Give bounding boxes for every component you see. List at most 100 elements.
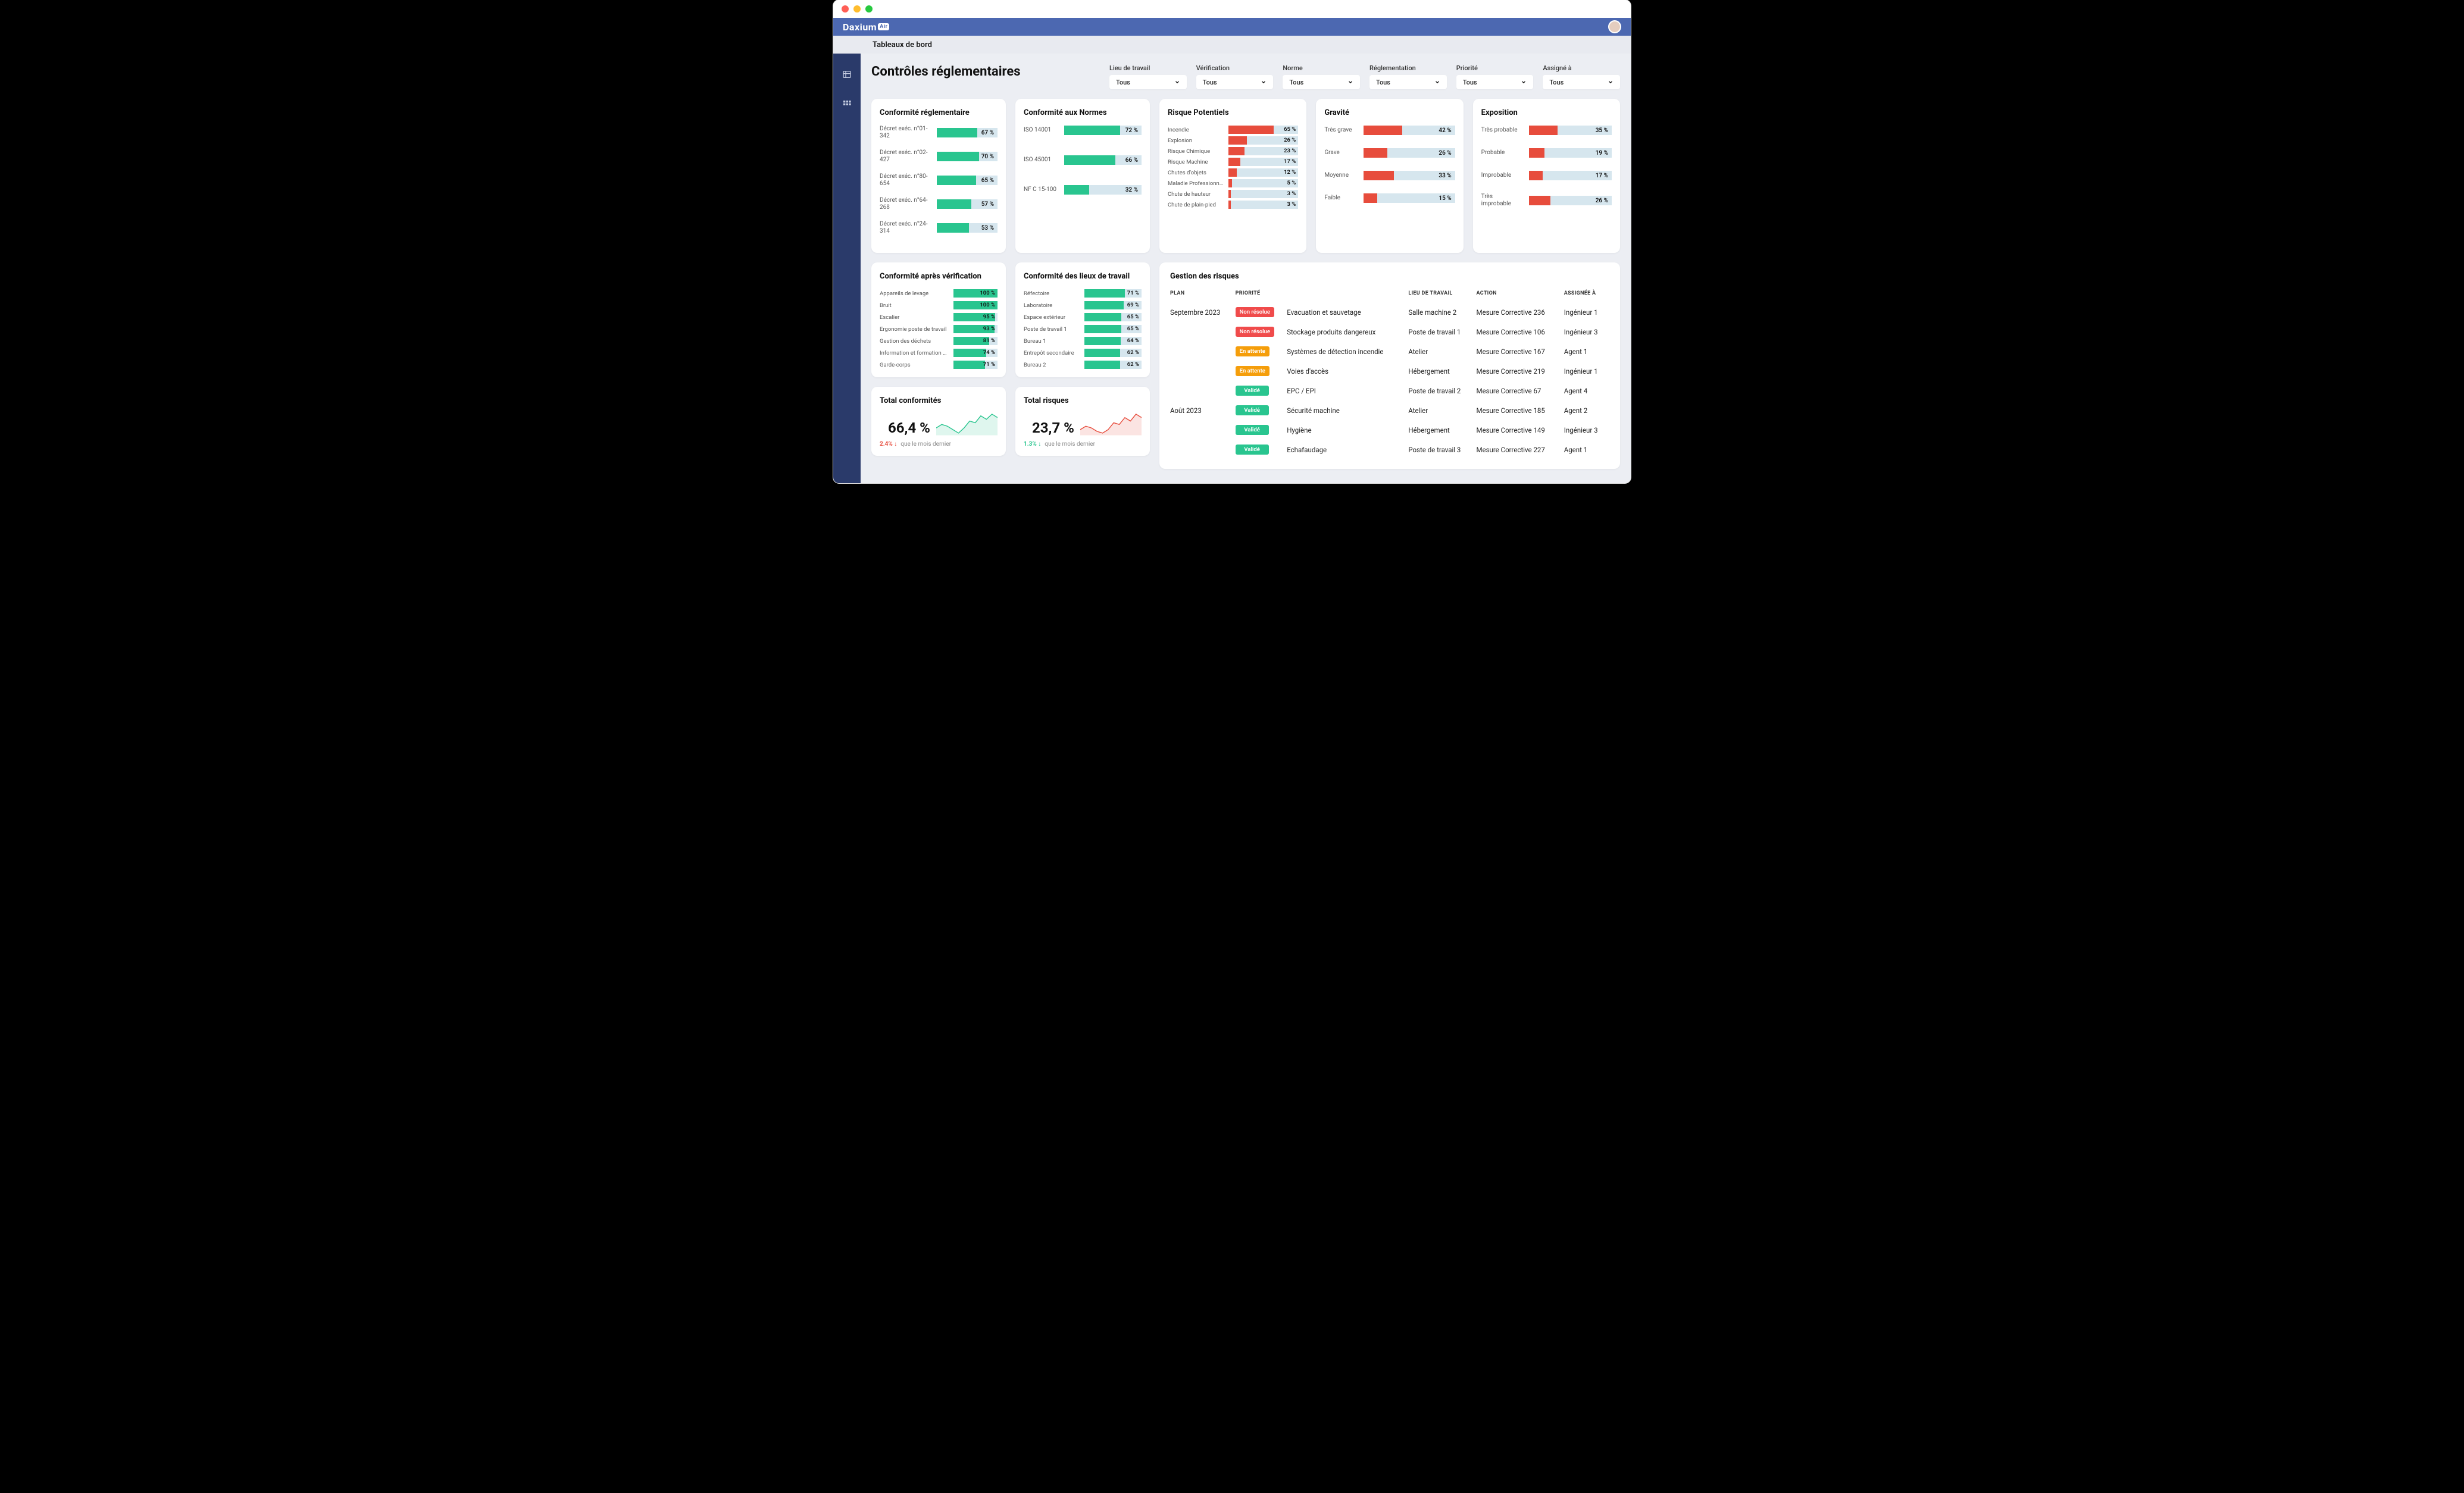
table-row[interactable]: Août 2023 Validé Sécurité machine Atelie… bbox=[1170, 400, 1609, 420]
priority-badge: Validé bbox=[1236, 405, 1269, 415]
table-row[interactable]: En attente Voies d'accès Hébergement Mes… bbox=[1170, 361, 1609, 381]
bar-pct: 42 % bbox=[1439, 127, 1451, 134]
bar-fill bbox=[1228, 168, 1237, 177]
cell-desc: EPC / EPI bbox=[1287, 381, 1408, 400]
filter-value: Tous bbox=[1376, 79, 1390, 86]
cell-plan bbox=[1170, 420, 1236, 440]
filter-label: Réglementation bbox=[1369, 64, 1447, 72]
chevron-down-icon bbox=[1261, 79, 1267, 85]
bar-track: 5 % bbox=[1228, 179, 1298, 187]
cell-desc: Echafaudage bbox=[1287, 440, 1408, 459]
table-row[interactable]: Validé EPC / EPI Poste de travail 2 Mesu… bbox=[1170, 381, 1609, 400]
bar-pct: 32 % bbox=[1125, 187, 1138, 193]
table-row[interactable]: En attente Systèmes de détection incendi… bbox=[1170, 342, 1609, 361]
cell-desc: Stockage produits dangereux bbox=[1287, 322, 1408, 342]
filter-value: Tous bbox=[1203, 79, 1217, 86]
bar-pct: 69 % bbox=[1127, 301, 1139, 309]
card-title: Gestion des risques bbox=[1170, 272, 1609, 281]
bar-fill bbox=[937, 223, 969, 233]
kpi-sub: que le mois dernier bbox=[1045, 441, 1095, 447]
bar-track: 100 % bbox=[953, 289, 998, 298]
filter-select[interactable]: Tous bbox=[1196, 75, 1274, 89]
filter-label: Lieu de travail bbox=[1109, 64, 1187, 72]
card-title: Gravité bbox=[1324, 108, 1455, 117]
bar-fill bbox=[1228, 179, 1232, 187]
priority-badge: En attente bbox=[1236, 346, 1269, 356]
cell-plan bbox=[1170, 361, 1236, 381]
cell-priority: Validé bbox=[1236, 400, 1287, 420]
bar-track: 26 % bbox=[1228, 136, 1298, 145]
filter-select[interactable]: Tous bbox=[1283, 75, 1360, 89]
table-row[interactable]: Non résolue Stockage produits dangereux … bbox=[1170, 322, 1609, 342]
filter-label: Assigné à bbox=[1543, 64, 1620, 72]
bar-pct: 65 % bbox=[981, 177, 994, 184]
cell-priority: Validé bbox=[1236, 381, 1287, 400]
card-total-risques: Total risques 23,7 % 1.3% ↓ que le mois … bbox=[1015, 387, 1150, 456]
avatar[interactable] bbox=[1608, 20, 1621, 33]
bar-track: 57 % bbox=[937, 199, 998, 209]
bar-label: Appareils de levage bbox=[880, 290, 950, 297]
priority-badge: Validé bbox=[1236, 425, 1269, 435]
table-row[interactable]: Validé Echafaudage Poste de travail 3 Me… bbox=[1170, 440, 1609, 459]
cell-priority: En attente bbox=[1236, 361, 1287, 381]
card-gestion-risques: Gestion des risques PLANPRIORITÉLIEU DE … bbox=[1159, 262, 1620, 469]
bar-pct: 64 % bbox=[1127, 337, 1139, 345]
bar-pct: 26 % bbox=[1439, 150, 1451, 157]
nav-apps-icon[interactable] bbox=[833, 95, 861, 113]
filter-select[interactable]: Tous bbox=[1456, 75, 1534, 89]
cell-plan bbox=[1170, 342, 1236, 361]
bar-fill bbox=[1529, 126, 1558, 135]
card-apres-verification: Conformité après vérification Appareils … bbox=[871, 262, 1006, 377]
bar-track: 70 % bbox=[937, 152, 998, 161]
cell-assignee: Agent 1 bbox=[1564, 440, 1609, 459]
filter-select[interactable]: Tous bbox=[1369, 75, 1447, 89]
bar-pct: 5 % bbox=[1287, 179, 1296, 187]
bar-label: Très improbable bbox=[1481, 193, 1524, 208]
chevron-down-icon bbox=[1434, 79, 1440, 85]
filter-row: Lieu de travail Tous Vérification Tous N… bbox=[1109, 64, 1620, 89]
card-title: Conformité des lieux de travail bbox=[1024, 272, 1142, 281]
bar-pct: 71 % bbox=[1127, 289, 1139, 298]
bar-track: 35 % bbox=[1529, 126, 1612, 135]
bar-fill bbox=[1228, 201, 1231, 209]
kpi-sub: que le mois dernier bbox=[900, 441, 951, 447]
bar-pct: 62 % bbox=[1127, 361, 1139, 369]
filter-select[interactable]: Tous bbox=[1109, 75, 1187, 89]
bar-fill bbox=[1084, 289, 1125, 298]
bar-track: 65 % bbox=[1228, 126, 1298, 134]
bar-label: Chute de hauteur bbox=[1168, 191, 1225, 198]
bar-fill bbox=[1064, 155, 1115, 165]
bar-fill bbox=[1084, 301, 1124, 309]
bar-fill bbox=[1364, 126, 1402, 135]
bar-fill bbox=[1064, 185, 1089, 195]
bar-label: Maladie Professionnelle bbox=[1168, 180, 1225, 187]
cell-desc: Evacuation et sauvetage bbox=[1287, 302, 1408, 322]
cell-lieu: Poste de travail 1 bbox=[1408, 322, 1476, 342]
filter-select[interactable]: Tous bbox=[1543, 75, 1620, 89]
bar-pct: 70 % bbox=[981, 154, 994, 160]
bar-label: Décret exéc. n°02-427 bbox=[880, 149, 932, 164]
cell-plan bbox=[1170, 381, 1236, 400]
table-header: PRIORITÉ bbox=[1236, 288, 1287, 302]
table-row[interactable]: Validé Hygiène Hébergement Mesure Correc… bbox=[1170, 420, 1609, 440]
bar-pct: 57 % bbox=[981, 201, 994, 208]
card-exposition: Exposition Très probable 35 %Probable 19… bbox=[1473, 99, 1620, 253]
bar-track: 72 % bbox=[1064, 126, 1142, 135]
traffic-zoom-icon[interactable] bbox=[865, 5, 873, 12]
bar-label: Garde-corps bbox=[880, 362, 950, 368]
bar-label: ISO 14001 bbox=[1024, 127, 1059, 134]
bar-pct: 3 % bbox=[1287, 201, 1296, 209]
nav-table-icon[interactable] bbox=[833, 65, 861, 83]
card-lieux: Conformité des lieux de travail Réfectoi… bbox=[1015, 262, 1150, 377]
bar-pct: 100 % bbox=[980, 301, 995, 309]
bar-track: 17 % bbox=[1228, 158, 1298, 166]
bar-pct: 33 % bbox=[1439, 173, 1451, 179]
bar-pct: 19 % bbox=[1596, 150, 1608, 157]
logo-text: Daxium bbox=[843, 21, 877, 33]
table-row[interactable]: Septembre 2023 Non résolue Evacuation et… bbox=[1170, 302, 1609, 322]
cell-assignee: Ingénieur 3 bbox=[1564, 420, 1609, 440]
traffic-close-icon[interactable] bbox=[842, 5, 849, 12]
filter-value: Tous bbox=[1289, 79, 1303, 86]
traffic-minimize-icon[interactable] bbox=[853, 5, 861, 12]
tab-label[interactable]: Tableaux de bord bbox=[873, 40, 932, 49]
